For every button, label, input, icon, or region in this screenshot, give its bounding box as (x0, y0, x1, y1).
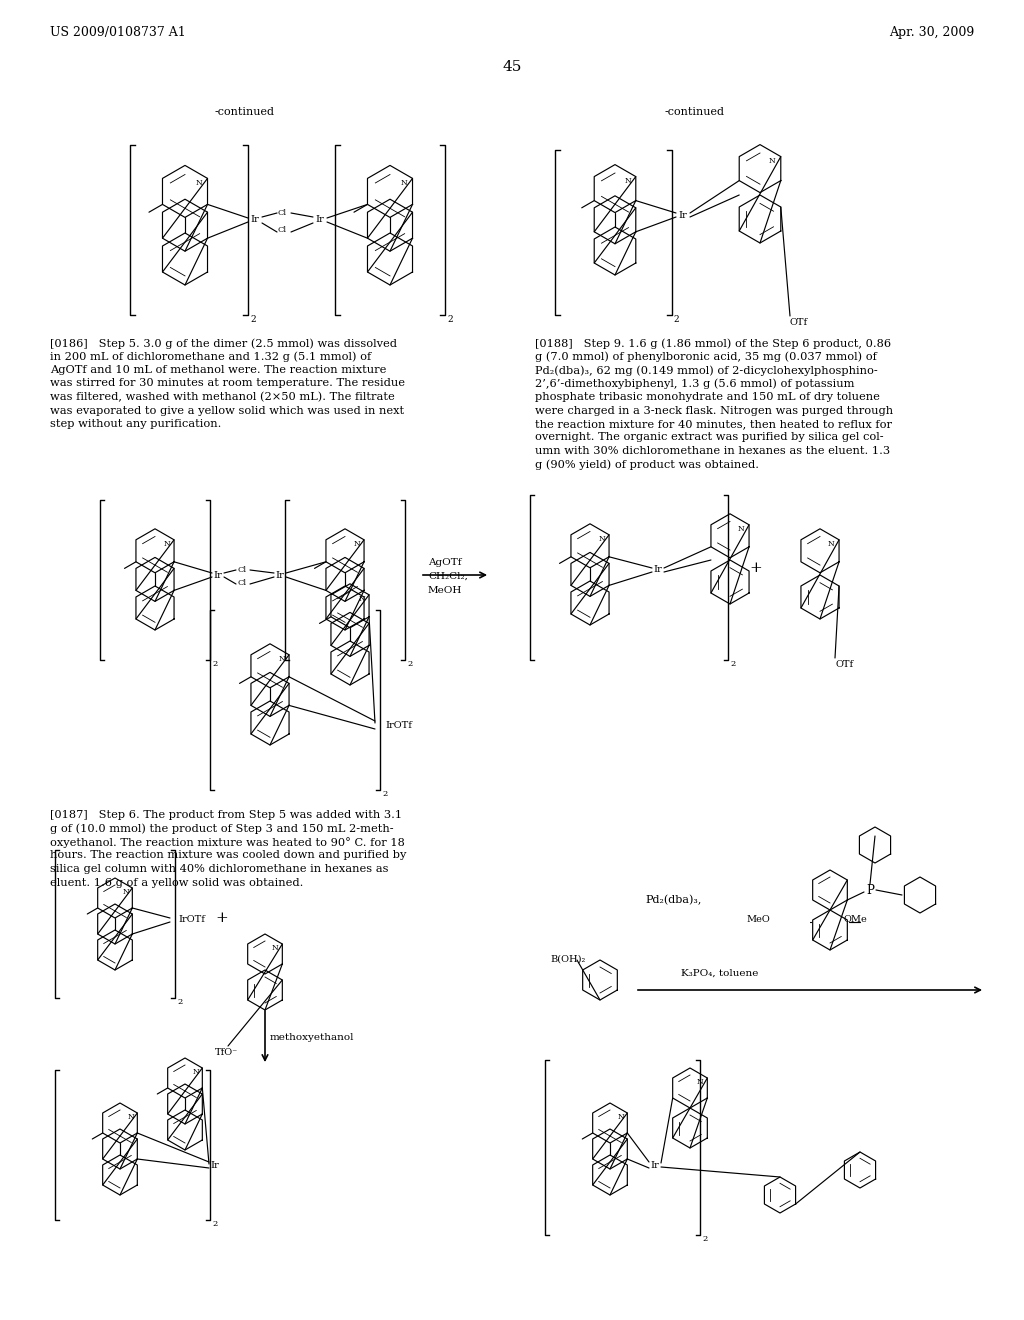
Text: MeO: MeO (746, 916, 770, 924)
Text: OMe: OMe (843, 916, 866, 924)
Text: N: N (353, 540, 360, 548)
Text: 2: 2 (212, 660, 217, 668)
Text: was evaporated to give a yellow solid which was used in next: was evaporated to give a yellow solid wh… (50, 405, 404, 416)
Text: Ir: Ir (650, 1160, 659, 1170)
Text: Cl: Cl (278, 226, 287, 234)
Text: 2: 2 (673, 315, 679, 323)
Text: 2: 2 (407, 660, 413, 668)
Text: N: N (164, 540, 170, 548)
Text: were charged in a 3-neck flask. Nitrogen was purged through: were charged in a 3-neck flask. Nitrogen… (535, 405, 893, 416)
Text: Ir: Ir (679, 210, 687, 219)
Text: methoxyethanol: methoxyethanol (270, 1034, 354, 1043)
Text: K₃PO₄, toluene: K₃PO₄, toluene (681, 969, 759, 978)
Text: 2: 2 (382, 789, 387, 799)
Text: N: N (828, 540, 835, 548)
Text: N: N (738, 525, 744, 533)
Text: 2: 2 (447, 315, 453, 323)
Text: IrOTf: IrOTf (385, 721, 412, 730)
Text: Ir: Ir (275, 570, 285, 579)
Text: 45: 45 (503, 59, 521, 74)
Text: the reaction mixture for 40 minutes, then heated to reflux for: the reaction mixture for 40 minutes, the… (535, 418, 892, 429)
Text: N: N (358, 595, 366, 603)
Text: Apr. 30, 2009: Apr. 30, 2009 (889, 26, 974, 40)
Text: N: N (127, 1113, 134, 1121)
Text: N: N (400, 180, 408, 187)
Text: N: N (272, 944, 279, 952)
Text: Cl: Cl (278, 209, 287, 216)
Text: was stirred for 30 minutes at room temperature. The residue: was stirred for 30 minutes at room tempe… (50, 379, 406, 388)
Text: Ir: Ir (211, 1160, 219, 1170)
Text: [0188]   Step 9. 1.6 g (1.86 mmol) of the Step 6 product, 0.86: [0188] Step 9. 1.6 g (1.86 mmol) of the … (535, 338, 891, 348)
Text: oxyethanol. The reaction mixture was heated to 90° C. for 18: oxyethanol. The reaction mixture was hea… (50, 837, 404, 847)
Text: phosphate tribasic monohydrate and 150 mL of dry toluene: phosphate tribasic monohydrate and 150 m… (535, 392, 880, 403)
Text: was filtered, washed with methanol (2×50 mL). The filtrate: was filtered, washed with methanol (2×50… (50, 392, 394, 403)
Text: N: N (122, 888, 129, 896)
Text: step without any purification.: step without any purification. (50, 418, 221, 429)
Text: B(OH)₂: B(OH)₂ (550, 954, 586, 964)
Text: N: N (769, 157, 776, 165)
Text: N: N (625, 177, 631, 185)
Text: g (7.0 mmol) of phenylboronic acid, 35 mg (0.037 mmol) of: g (7.0 mmol) of phenylboronic acid, 35 m… (535, 351, 877, 362)
Text: +: + (216, 911, 228, 925)
Text: MeOH: MeOH (428, 586, 463, 595)
Text: N: N (193, 1068, 199, 1076)
Text: Pd₂(dba)₃, 62 mg (0.149 mmol) of 2-dicyclohexylphosphino-: Pd₂(dba)₃, 62 mg (0.149 mmol) of 2-dicyc… (535, 366, 878, 376)
Text: TfO⁻: TfO⁻ (215, 1048, 239, 1057)
Text: 2: 2 (730, 660, 735, 668)
Text: OTf: OTf (790, 318, 808, 327)
Text: eluent. 1.6 g of a yellow solid was obtained.: eluent. 1.6 g of a yellow solid was obta… (50, 878, 303, 887)
Text: N: N (196, 180, 203, 187)
Text: Cl: Cl (237, 566, 246, 574)
Text: Ir: Ir (653, 565, 663, 574)
Text: P: P (866, 883, 873, 896)
Text: hours. The reaction mixture was cooled down and purified by: hours. The reaction mixture was cooled d… (50, 850, 407, 861)
Text: 2: 2 (250, 315, 256, 323)
Text: 2: 2 (212, 1220, 217, 1228)
Text: [0187]   Step 6. The product from Step 5 was added with 3.1: [0187] Step 6. The product from Step 5 w… (50, 810, 402, 820)
Text: [0186]   Step 5. 3.0 g of the dimer (2.5 mmol) was dissolved: [0186] Step 5. 3.0 g of the dimer (2.5 m… (50, 338, 397, 348)
Text: in 200 mL of dichloromethane and 1.32 g (5.1 mmol) of: in 200 mL of dichloromethane and 1.32 g … (50, 351, 372, 362)
Text: Cl: Cl (237, 579, 246, 587)
Text: CH₂Cl₂,: CH₂Cl₂, (428, 572, 468, 581)
Text: Ir: Ir (214, 570, 222, 579)
Text: AgOTf: AgOTf (428, 558, 462, 568)
Text: -continued: -continued (665, 107, 725, 117)
Text: IrOTf: IrOTf (178, 916, 205, 924)
Text: g (90% yield) of product was obtained.: g (90% yield) of product was obtained. (535, 459, 759, 470)
Text: US 2009/0108737 A1: US 2009/0108737 A1 (50, 26, 185, 40)
Text: umn with 30% dichloromethane in hexanes as the eluent. 1.3: umn with 30% dichloromethane in hexanes … (535, 446, 890, 455)
Text: g of (10.0 mmol) the product of Step 3 and 150 mL 2-meth-: g of (10.0 mmol) the product of Step 3 a… (50, 824, 393, 834)
Text: Pd₂(dba)₃,: Pd₂(dba)₃, (645, 895, 701, 906)
Text: N: N (598, 535, 605, 543)
Text: N: N (697, 1078, 703, 1086)
Text: 2’,6’-dimethoxybiphenyl, 1.3 g (5.6 mmol) of potassium: 2’,6’-dimethoxybiphenyl, 1.3 g (5.6 mmol… (535, 379, 854, 389)
Text: AgOTf and 10 mL of methanol were. The reaction mixture: AgOTf and 10 mL of methanol were. The re… (50, 366, 386, 375)
Text: N: N (617, 1113, 624, 1121)
Text: silica gel column with 40% dichloromethane in hexanes as: silica gel column with 40% dichlorometha… (50, 865, 388, 874)
Text: 2: 2 (702, 1236, 708, 1243)
Text: -continued: -continued (215, 107, 275, 117)
Text: Ir: Ir (315, 215, 325, 224)
Text: +: + (750, 561, 763, 576)
Text: 2: 2 (177, 998, 182, 1006)
Text: Ir: Ir (251, 215, 259, 224)
Text: overnight. The organic extract was purified by silica gel col-: overnight. The organic extract was purif… (535, 433, 884, 442)
Text: OTf: OTf (835, 660, 853, 669)
Text: N: N (279, 655, 286, 663)
